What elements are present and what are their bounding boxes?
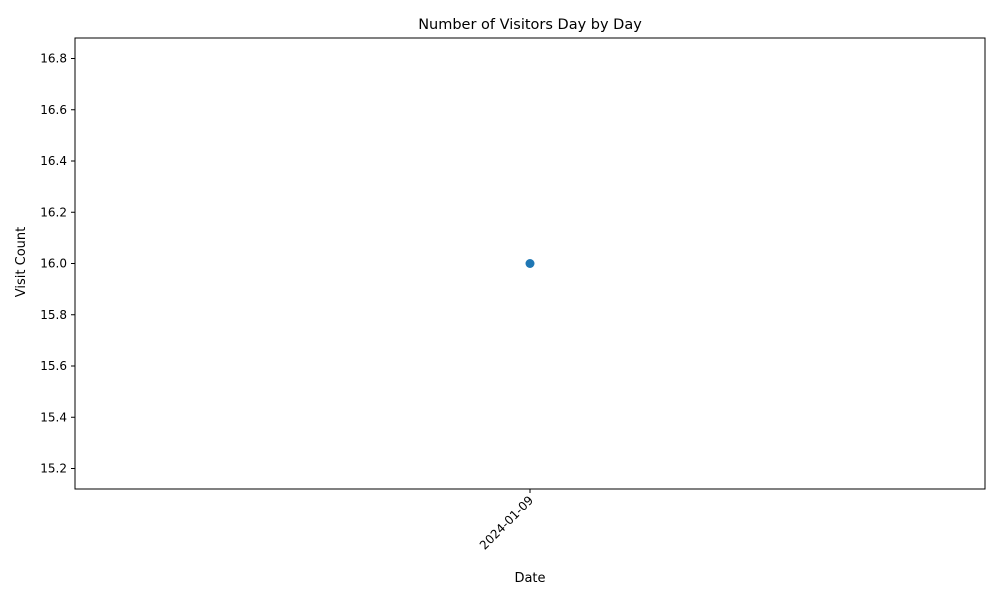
y-tick-label: 16.8 bbox=[40, 52, 67, 66]
plot-area: 15.2 15.4 15.6 15.8 16.0 16.2 16.4 16.6 16.8 2024… bbox=[40, 37, 986, 552]
y-tick-label: 15.8 bbox=[40, 308, 67, 322]
y-axis-label: Visit Count bbox=[14, 227, 29, 297]
chart-title: Number of Visitors Day by Day bbox=[418, 17, 642, 33]
x-tick-label: 2024-01-09 bbox=[477, 493, 536, 552]
y-tick-label: 16.0 bbox=[40, 257, 67, 271]
y-tick-label: 16.6 bbox=[40, 103, 67, 117]
data-point bbox=[525, 259, 535, 268]
y-tick-label: 15.2 bbox=[40, 462, 67, 476]
x-axis-label: Date bbox=[514, 571, 545, 586]
y-tick-label: 16.4 bbox=[40, 154, 67, 168]
y-tick-label: 15.6 bbox=[40, 359, 67, 373]
y-tick-label: 15.4 bbox=[40, 410, 67, 424]
y-tick-label: 16.2 bbox=[40, 205, 67, 219]
